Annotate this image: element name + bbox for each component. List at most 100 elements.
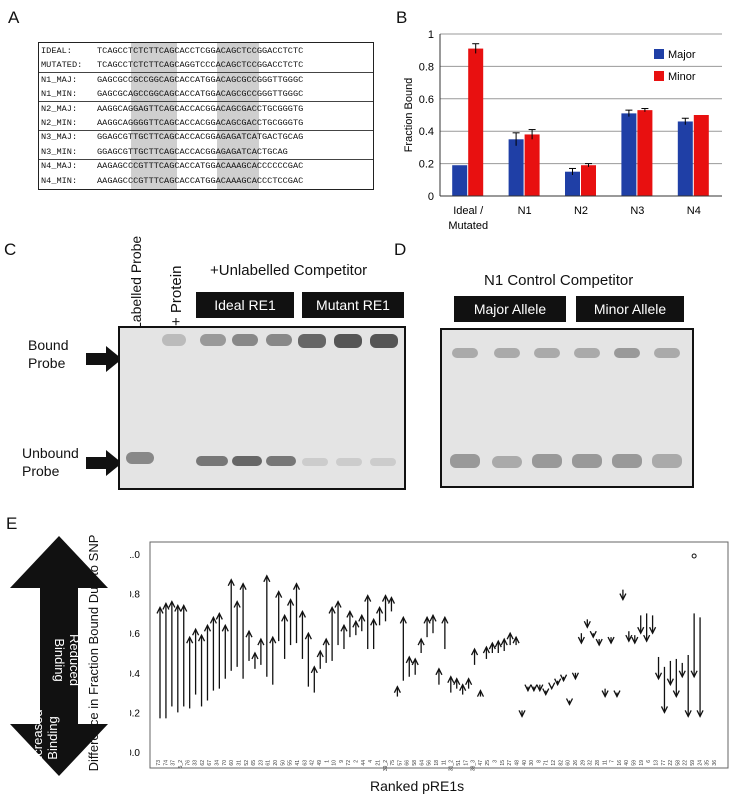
x-tick-label: 37	[171, 760, 177, 766]
x-tick-label: 4	[368, 760, 374, 763]
x-tick-label: 71	[544, 760, 550, 766]
up-arrowhead	[186, 635, 194, 644]
sequence-text: AAGGCAGGGGTTCAGCACCACGGACAGCGACCTGCGGGTG	[97, 118, 304, 128]
panel-label-d: D	[394, 240, 407, 259]
x-tick-label: 75	[390, 760, 396, 766]
sequence-text: AAGAGCCCGTTTCAGCACCATGGACAAAGCACCCCCCGAC	[97, 161, 304, 172]
x-tick-label: 49	[317, 760, 323, 766]
gel-band	[574, 348, 600, 358]
sequence-label: N3_MIN:	[41, 146, 78, 157]
x-tick-label: 59	[690, 760, 696, 766]
down-arrowhead	[649, 626, 657, 635]
up-arrowhead	[310, 665, 318, 674]
x-tick-label: 41	[295, 760, 301, 766]
x-tick-label: 65	[251, 760, 257, 766]
gel-band	[492, 456, 522, 468]
x-tick-label: 13	[653, 760, 659, 766]
mutant-re1-label: Mutant RE1	[302, 292, 404, 318]
x-tick-label: 2	[354, 760, 360, 763]
x-tick-label: 50	[280, 760, 286, 766]
legend-label: Minor	[668, 71, 696, 83]
y-tick-label: 1	[428, 29, 434, 41]
x-tick-label: N1	[518, 205, 532, 217]
x-tick-label: 5_2	[178, 760, 184, 769]
sequence-row: IDEAL: TCAGCCTCTCTTCAGCACCTCGGACAGCTCCGGA…	[41, 44, 303, 58]
gel-band	[370, 458, 396, 466]
x-tick-label: 52	[244, 760, 250, 766]
gel-band	[494, 348, 520, 358]
arrow-chart: 0.00.20.40.60.81.07374375_27633626734706…	[130, 541, 729, 771]
sequence-label: N1_MIN:	[41, 89, 78, 100]
up-arrowhead	[298, 609, 307, 618]
up-arrowhead	[168, 600, 176, 608]
down-arrowhead	[660, 706, 669, 714]
col-label-probe: Labelled Probe	[128, 236, 144, 330]
gel-band	[572, 454, 602, 468]
up-arrowhead	[304, 631, 312, 640]
up-arrowhead	[453, 677, 461, 686]
sequence-text: AAGAGCCCGTTTCAGCACCATGGACAAAGCACCCTCCGAC	[97, 175, 304, 186]
x-tick-label: 17	[463, 760, 469, 766]
up-arrowhead	[239, 582, 247, 590]
sequence-label: N4_MAJ:	[41, 161, 78, 172]
x-tick-label: 62	[200, 760, 206, 766]
x-tick-label: 58	[412, 760, 418, 766]
x-tick-label: 24	[697, 760, 703, 766]
x-tick-label: 39_2	[383, 760, 389, 771]
x-tick-label: 73	[156, 760, 162, 766]
x-tick-label: 29	[580, 760, 586, 766]
gel-band	[266, 456, 296, 466]
x-tick-label: 74	[163, 760, 169, 766]
x-tick-label: 44	[361, 760, 367, 766]
control-header: N1 Control Competitor	[484, 272, 634, 289]
bar-major	[452, 165, 468, 196]
up-arrowhead	[500, 637, 508, 646]
up-arrowhead	[494, 639, 502, 648]
up-arrowhead	[174, 604, 182, 612]
x-tick-label: 23	[258, 760, 264, 766]
up-arrowhead	[381, 594, 390, 602]
up-arrowhead	[328, 606, 336, 614]
x-tick-label: 11	[602, 760, 608, 765]
y-tick-label: 0	[428, 191, 434, 203]
x-tick-label: 40	[624, 760, 630, 766]
legend-label: Major	[668, 49, 696, 61]
y-tick-label: 0.2	[130, 708, 140, 719]
sequence-text: AAGGCAGGAGTTCAGCACCACGGACAGCGACCTGCGGGTG	[97, 103, 304, 114]
x-tick-label: 11	[441, 760, 447, 765]
x-tick-label: 19	[639, 760, 645, 766]
sequence-row: N2_MAJ: AAGGCAGGAGTTCAGCACCACGGACAGCGACCT…	[41, 102, 303, 116]
y-tick-label: 0.0	[130, 748, 140, 759]
x-tick-label: 34	[215, 760, 221, 766]
sequence-text: TCAGCCTCTCTTCAGCACCTCGGACAGCTCCGGACCTCTC	[97, 46, 304, 56]
x-tick-label: 40	[522, 760, 528, 766]
increased-binding-wrap: Increased Binding	[30, 700, 60, 780]
x-tick-label: 58	[675, 760, 681, 766]
down-arrowhead	[607, 636, 615, 645]
up-arrowhead	[512, 635, 520, 644]
col-label-protein: + Protein	[168, 240, 185, 330]
up-arrowhead	[286, 598, 295, 606]
up-arrowhead	[470, 647, 479, 656]
y-tick-label: 0.2	[419, 159, 434, 171]
up-arrowhead	[281, 613, 289, 622]
down-arrowhead	[530, 684, 538, 693]
bar-minor	[468, 48, 484, 196]
bound-probe-label: Bound Probe	[28, 337, 69, 371]
up-arrowhead	[364, 594, 372, 602]
gel-band	[370, 334, 398, 348]
x-tick-label: 47	[478, 760, 484, 766]
y-tick-label: 0.6	[130, 629, 140, 640]
down-arrowhead	[583, 620, 591, 629]
bar-major	[621, 113, 637, 196]
y-tick-label: 1.0	[130, 550, 140, 561]
up-arrowhead	[316, 649, 324, 658]
bound-arrow-icon	[86, 346, 122, 372]
e-xlabel: Ranked pRE1s	[370, 778, 465, 794]
x-tick-label: 12	[551, 760, 557, 766]
down-arrowhead	[589, 630, 597, 639]
x-tick-label: 10	[332, 760, 338, 766]
sequence-row: N1_MAJ: GAGCGCCGCCGGCAGCACCATGGACAGCGCCGG…	[41, 73, 303, 87]
minor-allele-label: Minor Allele	[576, 296, 684, 322]
down-arrowhead	[654, 672, 663, 681]
